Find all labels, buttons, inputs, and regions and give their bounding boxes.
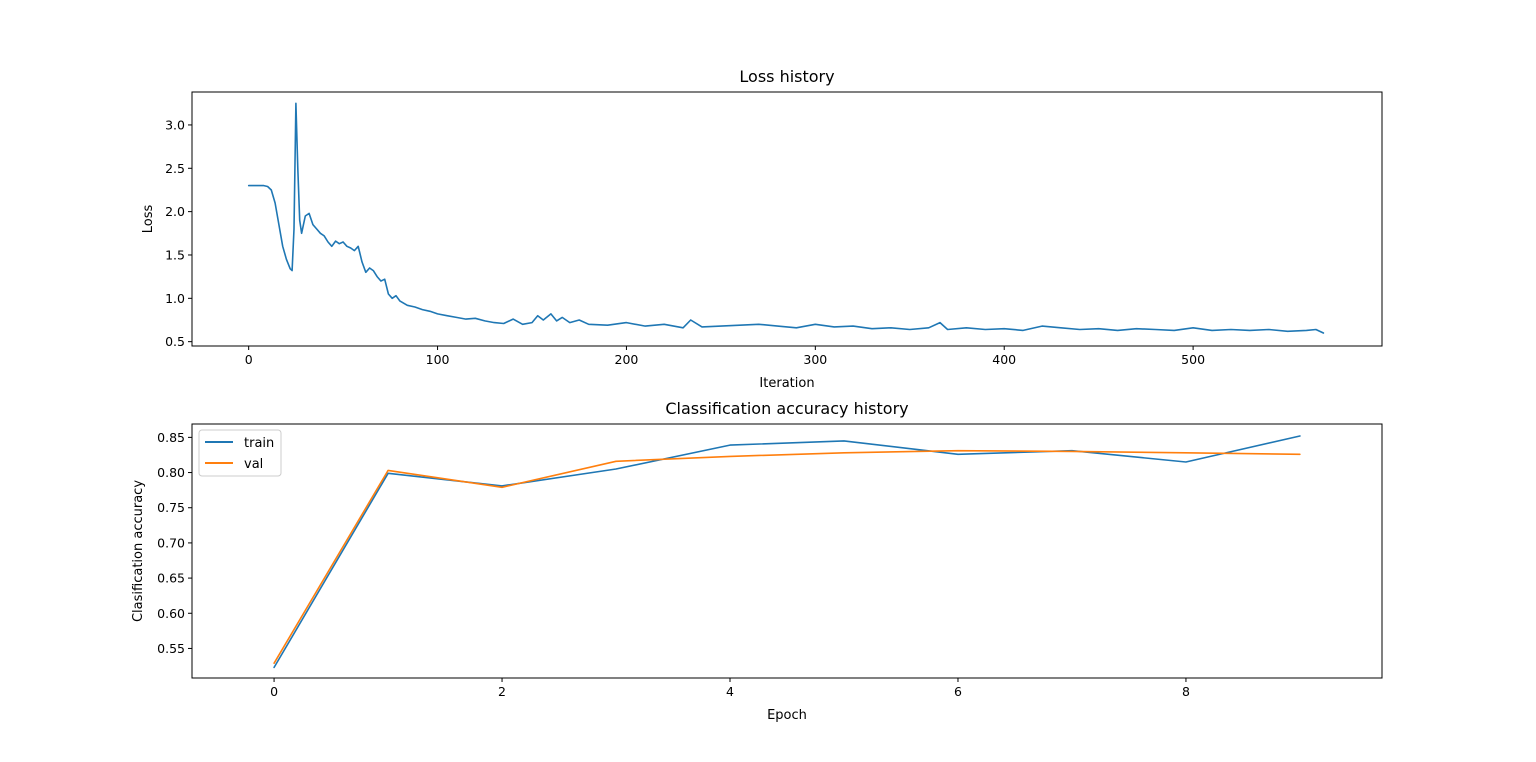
- x-axis-label: Iteration: [759, 376, 814, 391]
- y-tick-label: 0.60: [157, 606, 185, 621]
- chart-title: Loss history: [739, 67, 834, 86]
- series-line-loss: [247, 102, 1325, 334]
- x-tick-label: 8: [1182, 684, 1190, 699]
- x-tick-label: 200: [615, 352, 639, 367]
- y-axis-label: Clasification accuracy: [131, 480, 146, 622]
- x-axis-ticks: 0 100 200 300 400 500: [245, 346, 1205, 367]
- loss-history-chart: Loss history 0 100 200 300 400 500 0.5 1.0 1.5 2…: [141, 67, 1383, 391]
- y-axis-ticks: 0.55 0.60 0.65 0.70 0.75 0.80 0.85: [157, 430, 192, 656]
- y-tick-label: 1.5: [165, 247, 185, 262]
- legend-label-train: train: [244, 436, 274, 451]
- y-tick-label: 2.0: [165, 204, 185, 219]
- y-tick-label: 0.55: [157, 641, 185, 656]
- x-tick-label: 0: [245, 352, 253, 367]
- accuracy-history-chart: Classification accuracy history 0 2 4 6 8 0.…: [131, 399, 1383, 723]
- x-tick-label: 0: [270, 684, 278, 699]
- x-tick-label: 4: [726, 684, 734, 699]
- y-tick-label: 0.70: [157, 535, 185, 550]
- x-tick-label: 6: [954, 684, 962, 699]
- axes-frame: [191, 423, 1383, 679]
- x-tick-label: 100: [426, 352, 450, 367]
- x-tick-label: 400: [992, 352, 1016, 367]
- y-axis-label: Loss: [141, 205, 156, 234]
- legend-label-val: val: [244, 457, 263, 472]
- x-tick-label: 500: [1181, 352, 1205, 367]
- y-tick-label: 2.5: [165, 161, 185, 176]
- series-layer: [273, 435, 1301, 669]
- chart-title: Classification accuracy history: [665, 399, 908, 418]
- x-axis-label: Epoch: [767, 708, 807, 723]
- series-layer: [247, 102, 1325, 334]
- series-line-val: [273, 449, 1301, 665]
- y-tick-label: 1.0: [165, 291, 185, 306]
- y-tick-label: 0.5: [165, 334, 185, 349]
- y-tick-label: 0.65: [157, 571, 185, 586]
- x-tick-label: 300: [803, 352, 827, 367]
- x-tick-label: 2: [498, 684, 506, 699]
- y-axis-ticks: 0.5 1.0 1.5 2.0 2.5 3.0: [165, 117, 192, 349]
- legend: train val: [198, 429, 282, 477]
- y-tick-label: 0.80: [157, 465, 185, 480]
- axes-frame: [191, 91, 1383, 347]
- y-tick-label: 0.85: [157, 430, 185, 445]
- y-tick-label: 0.75: [157, 500, 185, 515]
- y-tick-label: 3.0: [165, 117, 185, 132]
- x-axis-ticks: 0 2 4 6 8: [270, 678, 1190, 699]
